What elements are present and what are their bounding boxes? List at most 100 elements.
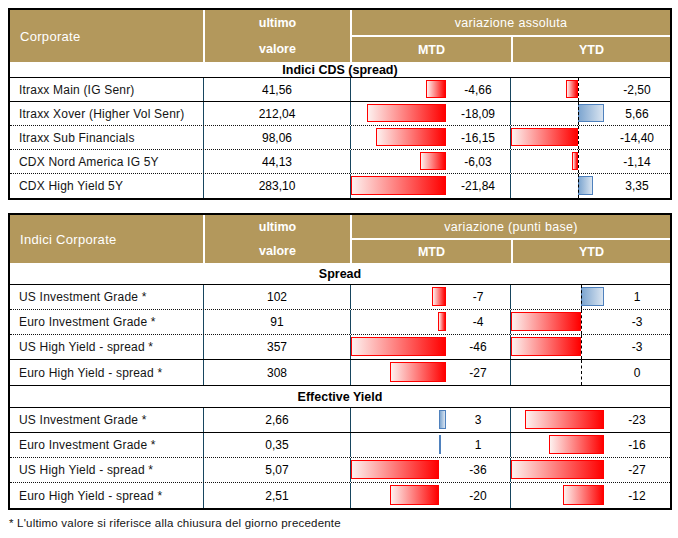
ytd-value: -3 bbox=[604, 310, 670, 334]
mtd-value: -20 bbox=[446, 483, 510, 508]
mtd-cell: -6,03 bbox=[350, 150, 510, 173]
mtd-zone: -27 bbox=[351, 360, 510, 385]
row-label: US Investment Grade * bbox=[10, 285, 203, 309]
mtd-value: -16,15 bbox=[446, 126, 510, 149]
header-variation-group: variazione assoluta MTD YTD bbox=[350, 10, 670, 62]
header-ultimo-label: ultimo bbox=[205, 10, 350, 36]
mtd-bar-zone bbox=[351, 150, 446, 173]
ytd-value: -3 bbox=[604, 335, 670, 359]
mtd-bar-zone bbox=[351, 458, 446, 482]
mtd-data-bar bbox=[438, 312, 446, 331]
ytd-cell: -2,50 bbox=[510, 78, 670, 101]
mtd-data-bar bbox=[390, 362, 446, 382]
ytd-cell: -3 bbox=[510, 310, 670, 334]
mtd-cell: -36 bbox=[350, 458, 510, 482]
ytd-zone: 0 bbox=[511, 360, 670, 385]
header-ultimo-label: ultimo bbox=[205, 215, 350, 239]
ytd-bar-zone bbox=[511, 310, 604, 334]
mtd-data-bar bbox=[432, 287, 446, 306]
table-body: Indici CDS (spread)Itraxx Main (IG Senr)… bbox=[10, 62, 670, 198]
section-header: Indici CDS (spread) bbox=[10, 62, 670, 78]
ytd-zone: -2,50 bbox=[511, 78, 670, 101]
mtd-bar-zone bbox=[351, 360, 446, 385]
table-header: Corporate ultimo valore variazione assol… bbox=[10, 10, 670, 62]
zero-axis-line bbox=[578, 102, 579, 125]
ytd-cell: -12 bbox=[510, 483, 670, 508]
table-row: Euro Investment Grade *91-4-3 bbox=[10, 310, 670, 335]
mtd-value: 1 bbox=[446, 433, 510, 457]
mtd-value: -4,66 bbox=[446, 78, 510, 101]
table-row: US High Yield - spread *357-46-3 bbox=[10, 335, 670, 360]
ytd-value: -12 bbox=[604, 483, 670, 508]
ytd-cell: -1,14 bbox=[510, 150, 670, 173]
mtd-bar-zone bbox=[351, 102, 446, 125]
table-row: Euro Investment Grade *0,35 1-16 bbox=[10, 433, 670, 458]
mtd-bar-zone bbox=[351, 126, 446, 149]
mtd-value: -36 bbox=[446, 458, 510, 482]
ytd-zone: -3 bbox=[511, 335, 670, 359]
footnote: * L'ultimo valore si riferisce alla chiu… bbox=[9, 517, 678, 529]
mtd-bar-zone bbox=[351, 483, 446, 508]
row-label: US High Yield - spread * bbox=[10, 335, 203, 359]
ultimo-valore-cell: 0,35 bbox=[203, 433, 350, 457]
ytd-zone: -1,14 bbox=[511, 150, 670, 173]
table-row: Itraxx Main (IG Senr)41,56-4,66-2,50 bbox=[10, 78, 670, 102]
ytd-bar-zone bbox=[511, 126, 604, 149]
report-canvas: Corporate ultimo valore variazione assol… bbox=[0, 8, 678, 538]
mtd-data-bar bbox=[351, 460, 439, 479]
header-variation-group: variazione (punti base) MTD YTD bbox=[350, 215, 670, 263]
ytd-value: -2,50 bbox=[604, 78, 670, 101]
row-label: Itraxx Main (IG Senr) bbox=[10, 78, 203, 101]
ytd-bar-zone bbox=[511, 433, 604, 457]
ytd-column-header: YTD bbox=[511, 37, 670, 62]
ultimo-valore-cell: 91 bbox=[203, 310, 350, 334]
zero-axis-line bbox=[581, 310, 582, 334]
header-title-cell: Indici Corporate bbox=[10, 215, 203, 263]
ytd-data-bar bbox=[563, 485, 604, 505]
mtd-data-bar bbox=[351, 176, 446, 195]
ytd-data-bar bbox=[525, 410, 604, 429]
mtd-data-bar bbox=[439, 435, 441, 454]
mtd-value: -18,09 bbox=[446, 102, 510, 125]
row-label: Euro Investment Grade * bbox=[10, 433, 203, 457]
ytd-value: 0 bbox=[604, 360, 670, 385]
mtd-column-header: MTD bbox=[352, 240, 511, 263]
ytd-data-bar bbox=[511, 460, 604, 479]
ytd-zone: -23 bbox=[511, 408, 670, 432]
ytd-bar-zone bbox=[511, 335, 604, 359]
row-label: Euro Investment Grade * bbox=[10, 310, 203, 334]
ytd-bar-zone bbox=[511, 78, 604, 101]
zero-axis-line bbox=[578, 174, 579, 198]
ultimo-valore-cell: 212,04 bbox=[203, 102, 350, 125]
ytd-zone: 5,66 bbox=[511, 102, 670, 125]
table-body: SpreadUS Investment Grade *102-71Euro In… bbox=[10, 263, 670, 508]
header-title-cell: Corporate bbox=[10, 10, 203, 62]
zero-axis-line bbox=[581, 335, 582, 359]
mtd-data-bar bbox=[351, 337, 446, 356]
ytd-data-bar bbox=[549, 435, 604, 454]
ultimo-valore-cell: 2,51 bbox=[203, 483, 350, 508]
mtd-zone: -16,15 bbox=[351, 126, 510, 149]
mtd-cell: -4,66 bbox=[350, 78, 510, 101]
mtd-cell: -27 bbox=[350, 360, 510, 385]
mtd-zone: -46 bbox=[351, 335, 510, 359]
header-ultimo-valore-cell: ultimo valore bbox=[203, 10, 350, 62]
ytd-zone: -27 bbox=[511, 458, 670, 482]
mtd-zone: -18,09 bbox=[351, 102, 510, 125]
ytd-zone: 1 bbox=[511, 285, 670, 309]
ytd-cell: 3,35 bbox=[510, 174, 670, 198]
header-subrow: MTD YTD bbox=[352, 240, 670, 263]
row-label: CDX Nord America IG 5Y bbox=[10, 150, 203, 173]
mtd-cell: -16,15 bbox=[350, 126, 510, 149]
mtd-value: -7 bbox=[446, 285, 510, 309]
ytd-zone: -14,40 bbox=[511, 126, 670, 149]
ytd-data-bar bbox=[566, 80, 578, 98]
zero-axis-line bbox=[578, 126, 579, 149]
row-label: CDX High Yield 5Y bbox=[10, 174, 203, 198]
mtd-cell: -7 bbox=[350, 285, 510, 309]
mtd-zone: -6,03 bbox=[351, 150, 510, 173]
ultimo-valore-cell: 98,06 bbox=[203, 126, 350, 149]
ytd-value: 3,35 bbox=[604, 174, 670, 198]
mtd-zone: 3 bbox=[351, 408, 510, 432]
ytd-cell: -16 bbox=[510, 433, 670, 457]
